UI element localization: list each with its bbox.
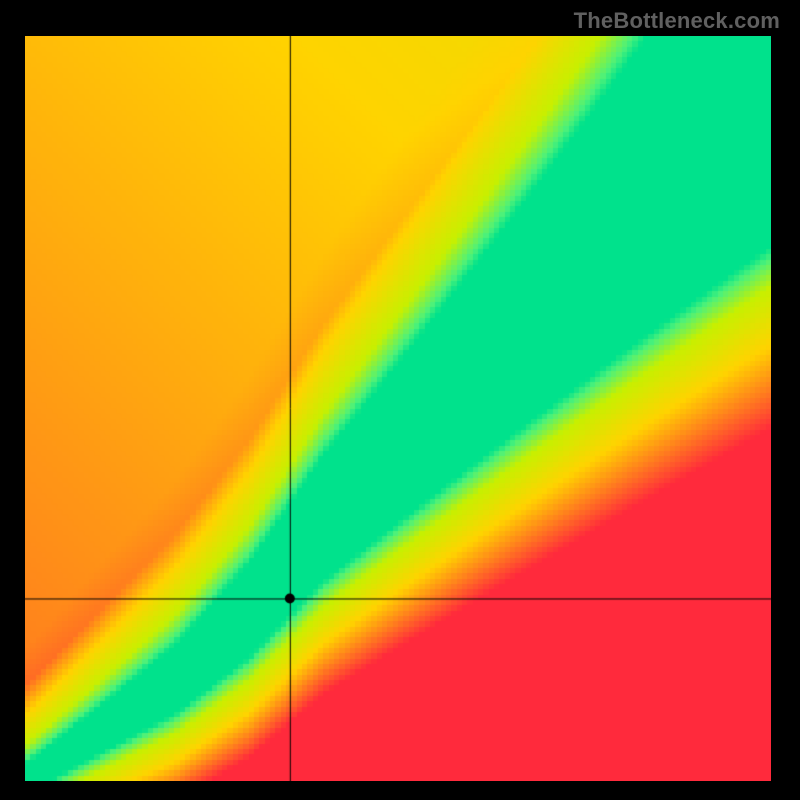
bottleneck-heatmap [25, 36, 771, 781]
root-container: { "watermark": { "text": "TheBottleneck.… [0, 0, 800, 800]
watermark-text: TheBottleneck.com [574, 8, 780, 34]
